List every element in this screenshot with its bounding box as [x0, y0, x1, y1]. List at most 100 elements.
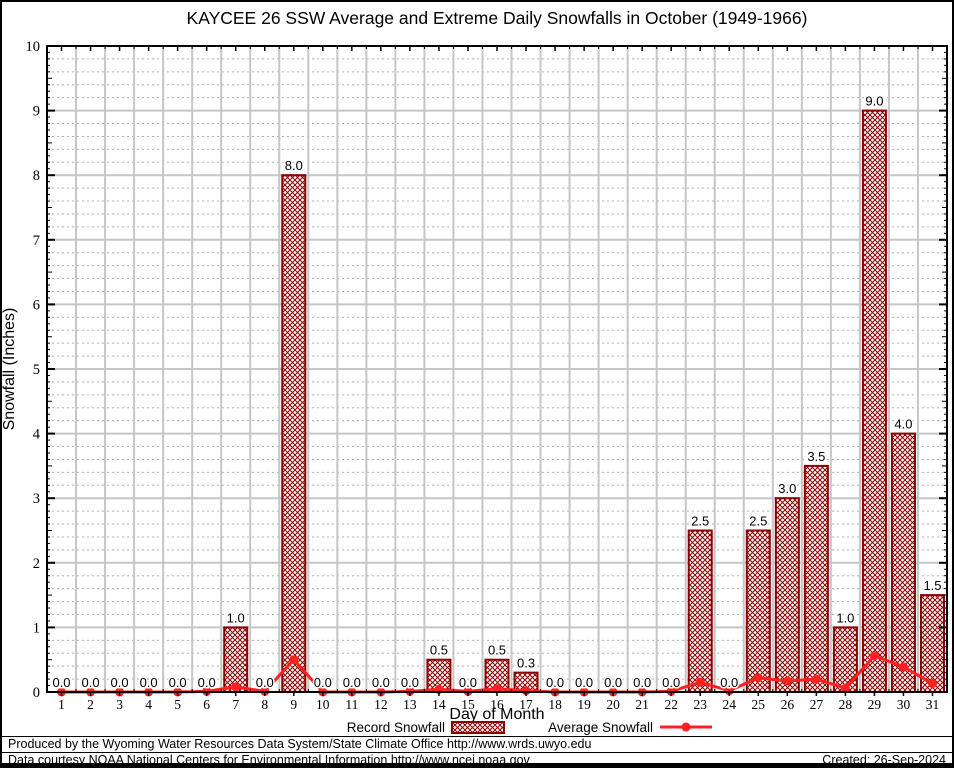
- bar-value-label: 2.5: [749, 514, 767, 529]
- bar-value-label: 0.0: [169, 675, 187, 690]
- record-bar-day-29: [861, 109, 887, 694]
- footer-courtesy-text: Data courtesy NOAA National Centers for …: [8, 753, 530, 767]
- y-tick-label: 5: [33, 362, 40, 378]
- x-tick-label: 19: [577, 697, 591, 712]
- bar-value-label: 0.0: [111, 675, 129, 690]
- y-tick-label: 4: [33, 427, 41, 443]
- x-tick-label: 27: [810, 697, 824, 712]
- legend-average-label: Average Snowfall: [548, 720, 653, 735]
- x-tick-label: 23: [693, 697, 707, 712]
- bar-value-label: 0.0: [52, 675, 70, 690]
- x-axis-title: Day of Month: [449, 706, 544, 723]
- x-tick-label: 1: [58, 697, 65, 712]
- bar-value-label: 0.0: [198, 675, 216, 690]
- bar-value-label: 0.0: [662, 675, 680, 690]
- bar-value-label: 0.0: [633, 675, 651, 690]
- footer-row-courtesy: Data courtesy NOAA National Centers for …: [0, 752, 954, 768]
- bar-value-label: 3.5: [807, 449, 825, 464]
- created-date-text: Created: 26-Sep-2024: [822, 753, 946, 767]
- x-tick-label: 20: [606, 697, 620, 712]
- y-tick-label: 6: [33, 297, 40, 313]
- bar-value-label: 0.5: [488, 643, 506, 658]
- x-tick-label: 14: [432, 697, 446, 712]
- footer-row-produced: Produced by the Wyoming Water Resources …: [0, 736, 954, 752]
- average-snowfall-marker-sample: [681, 722, 691, 732]
- bar-value-label: 0.0: [546, 675, 564, 690]
- x-tick-label: 12: [374, 697, 388, 712]
- record-bar-day-9: [281, 174, 307, 693]
- x-tick-label: 28: [839, 697, 853, 712]
- bar-value-label: 1.0: [227, 610, 245, 625]
- record-bar-day-25: [745, 529, 771, 693]
- average-point-day-25: [753, 673, 763, 683]
- average-point-day-9: [289, 655, 299, 665]
- record-bar-day-30: [890, 432, 916, 693]
- x-tick-label: 3: [116, 697, 123, 712]
- bar-value-label: 0.0: [459, 675, 477, 690]
- y-axis-title: Snowfall (Inches): [1, 308, 18, 431]
- x-tick-label: 25: [752, 697, 766, 712]
- x-tick-label: 6: [203, 697, 210, 712]
- y-tick-label: 3: [33, 491, 40, 507]
- y-tick-label: 8: [33, 168, 40, 184]
- bar-value-label: 0.0: [720, 675, 738, 690]
- bar-value-label: 8.0: [285, 158, 303, 173]
- average-point-day-31: [927, 679, 937, 689]
- bar-value-label: 9.0: [865, 94, 883, 109]
- record-bar-day-23: [687, 529, 713, 693]
- x-tick-label: 24: [723, 697, 737, 712]
- record-bar-day-28: [832, 626, 858, 694]
- x-tick-label: 15: [461, 697, 475, 712]
- bar-value-labels: 0.0 0.0 0.0 0.0 0.0 0.0 1.0 0.0 8.0 0.0 0.0 0.0 0.0 0…: [51, 92, 943, 691]
- y-tick-label: 10: [26, 39, 41, 55]
- bar-value-label: 0.0: [256, 675, 274, 690]
- x-tick-label: 7: [232, 697, 239, 712]
- x-tick-label: 26: [781, 697, 795, 712]
- bar-value-label: 1.0: [836, 610, 854, 625]
- record-bar-day-26: [774, 497, 800, 694]
- y-tick-label: 9: [33, 104, 40, 120]
- record-snowfall-bars: [223, 109, 945, 694]
- record-bar-day-27: [803, 464, 829, 693]
- footer-produced-text: Produced by the Wyoming Water Resources …: [8, 737, 592, 751]
- x-tick-label: 5: [174, 697, 181, 712]
- record-snowfall-swatch: [451, 721, 505, 734]
- bar-value-label: 3.0: [778, 481, 796, 496]
- x-tick-label: 11: [345, 697, 358, 712]
- average-point-day-30: [898, 662, 908, 672]
- average-point-day-29: [869, 651, 879, 661]
- average-point-day-23: [695, 677, 705, 687]
- bar-value-label: 1.5: [923, 578, 941, 593]
- x-tick-label: 22: [664, 697, 678, 712]
- record-bar-day-7: [223, 626, 249, 694]
- x-tick-label: 10: [316, 697, 330, 712]
- x-tick-label: 2: [87, 697, 94, 712]
- bar-value-label: 0.0: [140, 675, 158, 690]
- x-tick-label: 9: [290, 697, 297, 712]
- bar-value-label: 0.0: [401, 675, 419, 690]
- bar-value-label: 0.0: [372, 675, 390, 690]
- x-tick-label: 29: [868, 697, 882, 712]
- bar-value-label: 2.5: [691, 514, 709, 529]
- bar-value-label: 0.0: [82, 675, 100, 690]
- x-tick-label: 21: [635, 697, 649, 712]
- bar-value-label: 0.3: [517, 656, 535, 671]
- x-tick-label: 8: [261, 697, 268, 712]
- bar-value-label: 0.0: [604, 675, 622, 690]
- average-point-day-7: [231, 682, 241, 692]
- legend: Record Snowfall Average Snowfall: [347, 720, 712, 735]
- x-tick-label: 17: [519, 697, 533, 712]
- y-tick-label: 1: [33, 620, 40, 636]
- y-tick-label: 7: [33, 233, 40, 249]
- axis-ticks: [47, 45, 947, 696]
- bar-value-label: 0.0: [343, 675, 361, 690]
- bar-value-label: 4.0: [894, 417, 912, 432]
- average-point-day-28: [840, 683, 850, 693]
- x-tick-label: 16: [490, 697, 504, 712]
- legend-record-label: Record Snowfall: [347, 720, 445, 735]
- bar-value-label: 0.5: [430, 643, 448, 658]
- y-tick-label: 0: [33, 685, 40, 701]
- footer: Produced by the Wyoming Water Resources …: [0, 736, 954, 768]
